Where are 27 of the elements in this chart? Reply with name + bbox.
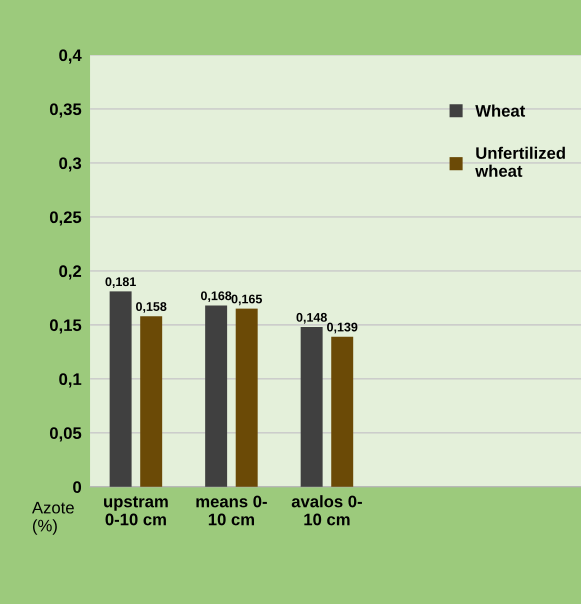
y-tick-label: 0,2	[59, 265, 82, 280]
data-label: 0,165	[232, 294, 262, 306]
y-tick-label: 0,05	[50, 427, 82, 442]
y-tick-label: 0,4	[59, 49, 82, 64]
data-label: 0,168	[200, 291, 232, 302]
y-tick-label: 0,25	[50, 211, 82, 226]
y-tick-label: 0,35	[50, 103, 82, 118]
data-label: 0,181	[105, 277, 136, 288]
bar	[205, 305, 228, 487]
data-label: 0,139	[327, 322, 358, 334]
y-tick-label: 0	[73, 481, 82, 494]
bar	[236, 308, 258, 487]
y-tick-label: 0,15	[50, 319, 82, 334]
x-tick-label: means 0- 10 cm	[196, 496, 267, 526]
data-label: 0,148	[296, 312, 327, 324]
y-axis-title: Azote (%)	[32, 502, 74, 535]
bar	[300, 327, 323, 487]
y-tick-label: 0,3	[59, 157, 82, 172]
bar	[140, 316, 162, 487]
legend-label: Wheat	[475, 104, 526, 117]
bar	[331, 336, 354, 487]
x-tick-label: avalos 0- 10 cm	[292, 495, 362, 526]
bar	[110, 291, 132, 487]
legend-label: Unfertilized wheat	[475, 146, 565, 177]
x-tick-label: upstram 0-10 cm	[104, 496, 168, 526]
data-label: 0,158	[136, 302, 166, 313]
y-tick-label: 0,1	[59, 373, 82, 388]
